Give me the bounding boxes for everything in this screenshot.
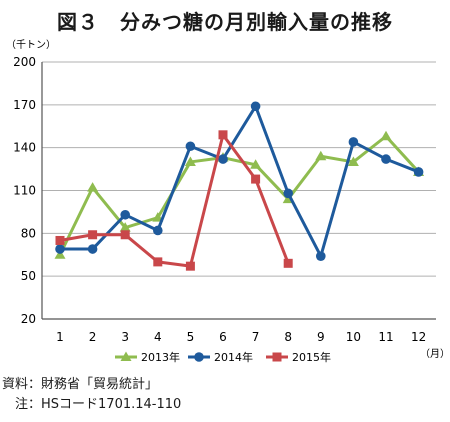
hs-code-note: 注：HSコード1701.14-110	[2, 397, 182, 412]
data-point	[120, 351, 132, 361]
data-point	[283, 188, 294, 199]
data-point	[153, 225, 163, 236]
x-tick-label: 9	[317, 330, 325, 344]
data-point	[120, 209, 130, 220]
data-point	[272, 352, 282, 362]
data-point	[87, 244, 98, 254]
y-tick-label: 20	[21, 312, 36, 326]
footnotes: 資料：財務省「貿易統計」 注：HSコード1701.14-110	[2, 375, 181, 415]
series-layer	[54, 101, 425, 271]
x-tick-label: 12	[411, 330, 426, 344]
data-point	[87, 182, 99, 192]
data-point	[251, 174, 261, 184]
y-tick-label: 200	[13, 55, 36, 69]
x-tick-label: 5	[187, 330, 195, 344]
data-point	[250, 159, 262, 169]
data-point	[316, 251, 326, 261]
data-point	[119, 222, 131, 232]
legend: 2013年 2014年 2015年	[115, 350, 331, 364]
legend-label: 2013年	[141, 350, 180, 364]
x-tick-label: 10	[346, 330, 361, 344]
data-point	[184, 156, 196, 166]
data-point	[55, 244, 65, 254]
series-line	[58, 134, 420, 256]
x-tick-label: 7	[252, 330, 260, 344]
data-point	[348, 137, 359, 147]
legend-label: 2014年	[214, 350, 253, 364]
x-tick-label: 3	[121, 330, 129, 344]
data-point	[120, 230, 130, 240]
data-point	[54, 249, 66, 259]
data-point	[315, 150, 327, 161]
legend-item: 2013年	[115, 350, 180, 364]
y-tick-label: 110	[13, 184, 36, 198]
x-tick-label: 1	[56, 330, 64, 344]
x-tick-label: 2	[89, 330, 97, 344]
legend-item: 2014年	[188, 350, 253, 364]
data-point	[88, 230, 98, 240]
data-point	[347, 156, 359, 166]
x-tick-label: 6	[219, 330, 227, 344]
y-tick-label: 50	[21, 269, 36, 283]
series-line	[60, 104, 420, 258]
data-point	[413, 167, 424, 177]
data-point	[185, 261, 195, 271]
x-tick-label: 8	[284, 330, 292, 344]
y-axis-label: （千トン）	[6, 39, 56, 51]
data-point	[218, 154, 228, 164]
data-point	[250, 101, 261, 112]
source-note: 資料：財務省「貿易統計」	[2, 377, 159, 392]
series-2015年	[55, 130, 293, 271]
data-point	[153, 257, 163, 267]
series-line	[59, 133, 290, 268]
y-tick-label: 140	[13, 141, 36, 155]
data-point	[381, 154, 391, 164]
series-2014年	[55, 101, 424, 261]
x-axis-label: （月）	[420, 348, 450, 360]
chart-title: 図３ 分みつ糖の月別輸入量の推移	[57, 10, 393, 34]
legend-label: 2015年	[292, 350, 331, 364]
gridlines	[41, 61, 436, 320]
data-point	[380, 130, 392, 141]
y-tick-label: 170	[13, 98, 36, 112]
data-point	[185, 141, 196, 152]
x-tick-label: 11	[378, 330, 393, 344]
legend-item: 2015年	[266, 350, 331, 364]
data-point	[283, 258, 293, 268]
data-point	[55, 235, 65, 245]
data-point	[194, 352, 204, 362]
data-point	[218, 130, 228, 140]
y-tick-label: 80	[21, 226, 36, 240]
x-tick-label: 4	[154, 330, 162, 344]
